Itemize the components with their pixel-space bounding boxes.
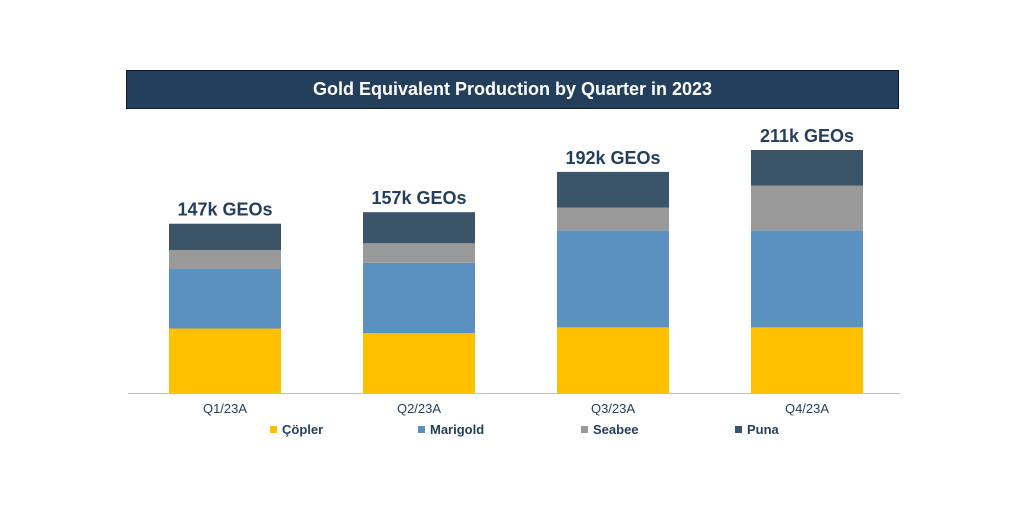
total-label-q4-23a: 211k GEOs (760, 126, 854, 146)
legend-swatch-puna (735, 426, 742, 433)
legend-label-marigold: Marigold (430, 422, 485, 437)
bar-segment-marigold-q1-23a (169, 268, 281, 329)
bar-segment-marigold-q4-23a (751, 230, 863, 328)
legend-item-puna: Puna (735, 422, 779, 437)
bar-segment-puna-q4-23a (751, 150, 863, 186)
bar-segment-copler-q4-23a (751, 327, 863, 393)
x-tick-label-q2-23a: Q2/23A (397, 401, 441, 416)
x-tick-label-q3-23a: Q3/23A (591, 401, 635, 416)
legend-label-puna: Puna (747, 422, 779, 437)
legend-swatch-seabee (581, 426, 588, 433)
bar-segment-seabee-q4-23a (751, 185, 863, 231)
bar-segment-puna-q1-23a (169, 223, 281, 251)
bar-segment-copler-q3-23a (557, 327, 669, 393)
x-tick-label-q4-23a: Q4/23A (785, 401, 829, 416)
bar-segment-seabee-q1-23a (169, 250, 281, 269)
bar-segment-copler-q1-23a (169, 328, 281, 393)
bar-segment-seabee-q2-23a (363, 243, 475, 263)
bar-segment-puna-q3-23a (557, 171, 669, 208)
legend-item-marigold: Marigold (418, 422, 484, 437)
bar-segment-puna-q2-23a (363, 212, 475, 244)
total-label-q3-23a: 192k GEOs (565, 148, 660, 168)
chart-legend: Çöpler Marigold Seabee Puna (0, 422, 1024, 442)
total-label-q1-23a: 147k GEOs (177, 200, 272, 220)
total-label-q2-23a: 157k GEOs (371, 188, 466, 208)
chart-title: Gold Equivalent Production by Quarter in… (312, 79, 713, 99)
bar-segment-marigold-q3-23a (557, 230, 669, 328)
legend-item-seabee: Seabee (581, 422, 639, 437)
legend-swatch-copler (270, 426, 277, 433)
legend-label-seabee: Seabee (593, 422, 639, 437)
bar-segment-marigold-q2-23a (363, 262, 475, 334)
chart-title-banner: Gold Equivalent Production by Quarter in… (126, 70, 899, 109)
x-tick-label-q1-23a: Q1/23A (203, 401, 247, 416)
bar-segment-seabee-q3-23a (557, 207, 669, 231)
legend-swatch-marigold (418, 426, 425, 433)
bar-segment-copler-q2-23a (363, 333, 475, 393)
legend-label-copler: Çöpler (282, 422, 324, 437)
legend-item-copler: Çöpler (270, 422, 323, 437)
